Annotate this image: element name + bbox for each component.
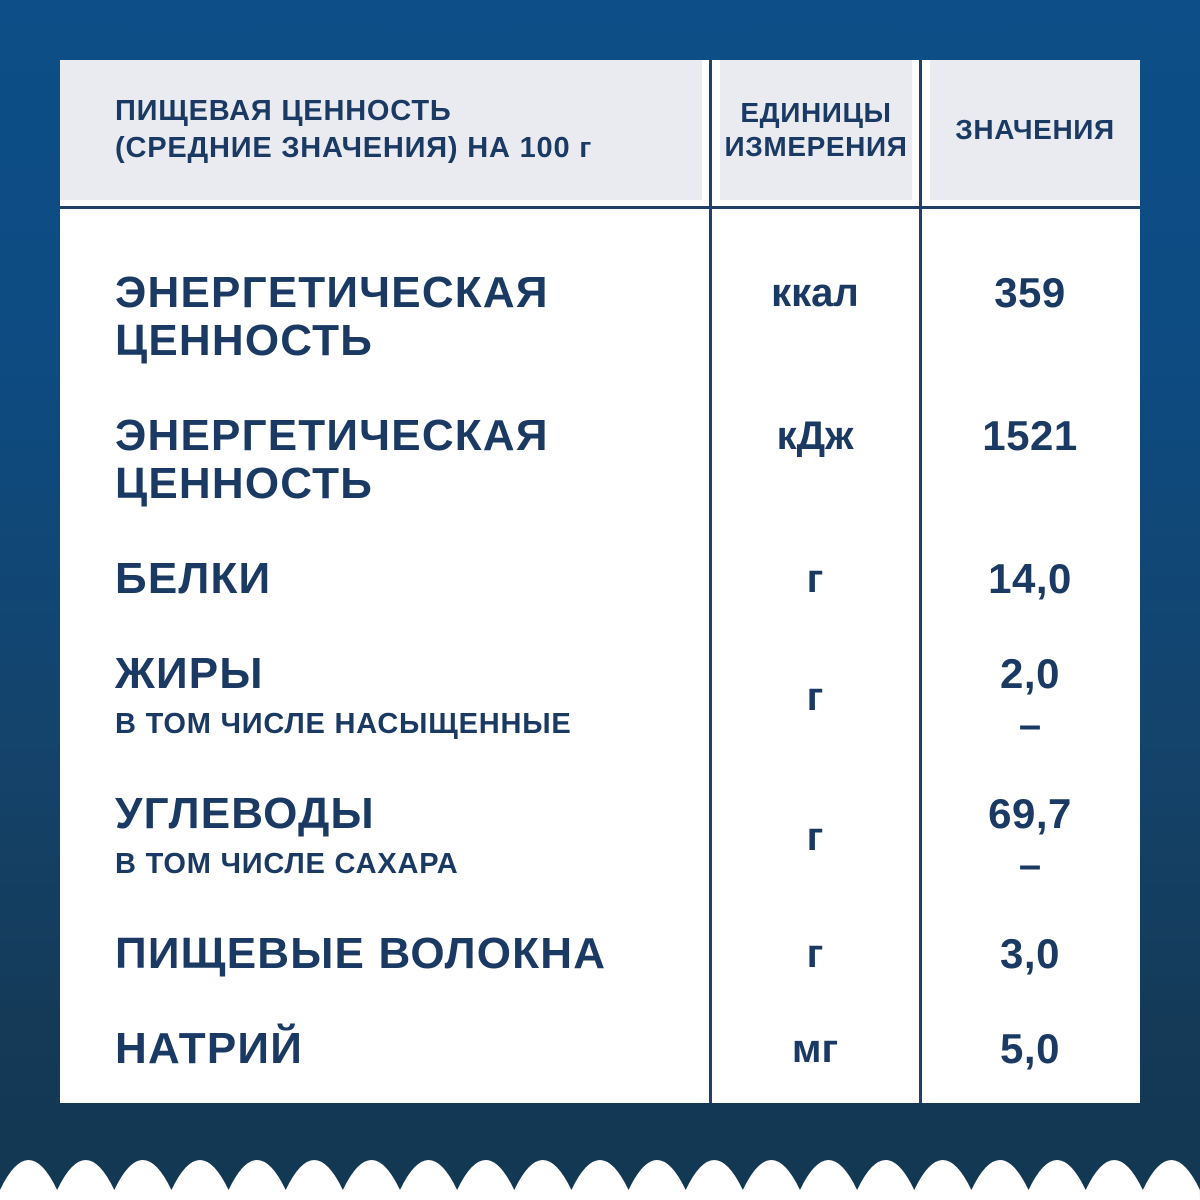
row-unit: кДж bbox=[776, 414, 854, 458]
column-divider-1 bbox=[709, 60, 712, 1103]
header-units-column: ЕДИНИЦЫ ИЗМЕРЕНИЯ bbox=[720, 60, 912, 200]
column-divider-2 bbox=[919, 60, 922, 1103]
row-value: 14,0 bbox=[988, 555, 1072, 602]
row-value: 2,0 bbox=[1000, 650, 1060, 697]
header-values-column: ЗНАЧЕНИЯ bbox=[930, 60, 1140, 200]
row-unit-cell: ккал bbox=[710, 269, 920, 317]
row-value: 69,7 bbox=[988, 790, 1072, 837]
row-label-cell: УГЛЕВОДЫ В ТОМ ЧИСЛЕ САХАРА bbox=[60, 790, 710, 881]
row-dash: – bbox=[1018, 703, 1042, 747]
table-row: ПИЩЕВЫЕ ВОЛОКНА г 3,0 bbox=[60, 930, 1140, 978]
row-sublabel: В ТОМ ЧИСЛЕ САХАРА bbox=[115, 848, 459, 880]
row-value-cell: 5,0 bbox=[920, 1025, 1140, 1073]
row-dash: – bbox=[1018, 843, 1042, 887]
header-divider bbox=[60, 206, 1140, 209]
header-nutrition-title: ПИЩЕВАЯ ЦЕННОСТЬ (СРЕДНИЕ ЗНАЧЕНИЯ) НА 1… bbox=[60, 60, 702, 200]
row-label: ПИЩЕВЫЕ ВОЛОКНА bbox=[115, 929, 607, 978]
row-label: НАТРИЙ bbox=[115, 1024, 304, 1073]
row-unit-cell: мг bbox=[710, 1025, 920, 1073]
header-title-line2: (СРЕДНИЕ ЗНАЧЕНИЯ) НА 100 г bbox=[115, 132, 593, 164]
row-label-cell: БЕЛКИ bbox=[60, 555, 710, 603]
row-unit: г bbox=[806, 557, 824, 601]
row-label-cell: ЭНЕРГЕТИЧЕСКАЯ ЦЕННОСТЬ bbox=[60, 412, 710, 508]
row-unit-cell: г bbox=[710, 930, 920, 978]
row-value: 1521 bbox=[982, 412, 1078, 459]
row-value-cell: 2,0 – bbox=[920, 650, 1140, 747]
table-row: БЕЛКИ г 14,0 bbox=[60, 555, 1140, 603]
row-value: 359 bbox=[994, 269, 1066, 316]
row-label: ЭНЕРГЕТИЧЕСКАЯ ЦЕННОСТЬ bbox=[115, 411, 549, 508]
header-values-label: ЗНАЧЕНИЯ bbox=[955, 114, 1115, 145]
row-label: ЭНЕРГЕТИЧЕСКАЯ ЦЕННОСТЬ bbox=[115, 268, 549, 365]
row-value-cell: 69,7 – bbox=[920, 790, 1140, 887]
table-body: ЭНЕРГЕТИЧЕСКАЯ ЦЕННОСТЬ ккал 359 ЭНЕРГЕТ… bbox=[60, 209, 1140, 1103]
header-units-line1: ЕДИНИЦЫ bbox=[740, 97, 892, 128]
row-value: 3,0 bbox=[1000, 930, 1060, 977]
row-unit: г bbox=[806, 932, 824, 976]
row-unit: мг bbox=[791, 1027, 839, 1071]
header-units-line2: ИЗМЕРЕНИЯ bbox=[724, 131, 908, 162]
table-row: НАТРИЙ мг 5,0 bbox=[60, 1025, 1140, 1073]
row-label-cell: ЭНЕРГЕТИЧЕСКАЯ ЦЕННОСТЬ bbox=[60, 269, 710, 365]
row-value: 5,0 bbox=[1000, 1025, 1060, 1072]
row-value-cell: 3,0 bbox=[920, 930, 1140, 978]
row-unit: ккал bbox=[771, 271, 859, 315]
table-row: ЖИРЫ В ТОМ ЧИСЛЕ НАСЫЩЕННЫЕ г 2,0 – bbox=[60, 650, 1140, 747]
row-label: УГЛЕВОДЫ bbox=[115, 789, 375, 838]
row-value-cell: 1521 bbox=[920, 412, 1140, 460]
row-sublabel: В ТОМ ЧИСЛЕ НАСЫЩЕННЫЕ bbox=[115, 708, 572, 740]
row-unit-cell: г bbox=[710, 555, 920, 603]
table-row: ЭНЕРГЕТИЧЕСКАЯ ЦЕННОСТЬ кДж 1521 bbox=[60, 412, 1140, 508]
row-label-cell: НАТРИЙ bbox=[60, 1025, 710, 1073]
row-unit-cell: г bbox=[710, 790, 920, 883]
row-label: ЖИРЫ bbox=[115, 649, 264, 698]
row-unit-cell: кДж bbox=[710, 412, 920, 460]
header-title-line1: ПИЩЕВАЯ ЦЕННОСТЬ bbox=[115, 95, 452, 127]
row-label-cell: ПИЩЕВЫЕ ВОЛОКНА bbox=[60, 930, 710, 978]
scalloped-edge bbox=[0, 1160, 1200, 1200]
row-label-cell: ЖИРЫ В ТОМ ЧИСЛЕ НАСЫЩЕННЫЕ bbox=[60, 650, 710, 741]
row-unit: г bbox=[806, 814, 824, 859]
row-unit-cell: г bbox=[710, 650, 920, 743]
row-value-cell: 14,0 bbox=[920, 555, 1140, 603]
nutrition-card: ПИЩЕВАЯ ЦЕННОСТЬ (СРЕДНИЕ ЗНАЧЕНИЯ) НА 1… bbox=[60, 60, 1140, 1103]
row-unit: г bbox=[806, 674, 824, 719]
table-row: ЭНЕРГЕТИЧЕСКАЯ ЦЕННОСТЬ ккал 359 bbox=[60, 269, 1140, 365]
table-row: УГЛЕВОДЫ В ТОМ ЧИСЛЕ САХАРА г 69,7 – bbox=[60, 790, 1140, 887]
row-label: БЕЛКИ bbox=[115, 554, 272, 603]
row-value-cell: 359 bbox=[920, 269, 1140, 317]
